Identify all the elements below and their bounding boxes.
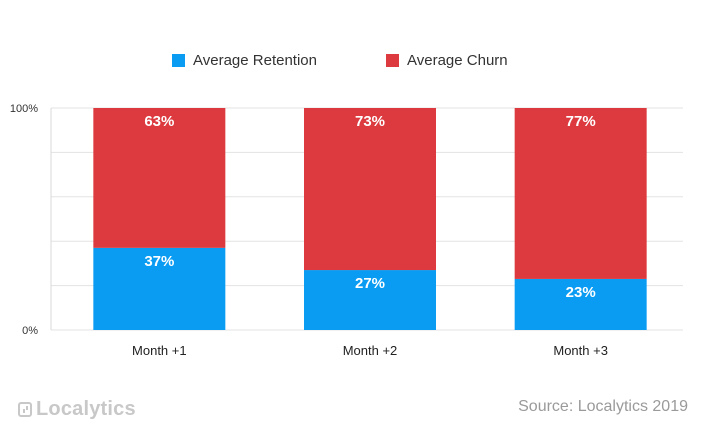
x-tick-label: Month +2 xyxy=(343,343,398,358)
logo-mark-icon xyxy=(18,401,32,417)
legend-swatch-retention xyxy=(172,53,185,67)
data-label-churn: 63% xyxy=(144,113,174,130)
bar-retention xyxy=(514,278,647,330)
source-note: Source: Localytics 2019 xyxy=(518,398,688,415)
legend-item-retention: Average Retention xyxy=(172,50,317,70)
legend-item-churn: Average Churn xyxy=(386,50,508,70)
x-tick-label: Month +3 xyxy=(553,343,608,358)
bar-retention xyxy=(93,247,226,330)
x-tick-label: Month +1 xyxy=(132,343,187,358)
data-label-churn: 73% xyxy=(355,113,385,130)
legend: Average Retention Average Churn xyxy=(0,50,704,70)
data-label-churn: 77% xyxy=(566,113,596,130)
data-label-retention: 23% xyxy=(566,284,596,301)
bar-churn xyxy=(93,108,226,248)
bar-churn xyxy=(304,108,436,271)
bar-churn xyxy=(514,108,647,279)
localytics-logo: Localytics xyxy=(18,397,136,421)
data-label-retention: 37% xyxy=(144,253,174,270)
logo-text: Localytics xyxy=(36,397,136,420)
y-tick-label: 0% xyxy=(22,325,38,337)
legend-label-retention: Average Retention xyxy=(193,51,317,69)
data-label-retention: 27% xyxy=(355,275,385,292)
bar-retention xyxy=(304,270,436,330)
legend-swatch-churn xyxy=(386,53,399,67)
legend-label-churn: Average Churn xyxy=(407,51,508,69)
y-tick-label: 100% xyxy=(10,103,38,115)
